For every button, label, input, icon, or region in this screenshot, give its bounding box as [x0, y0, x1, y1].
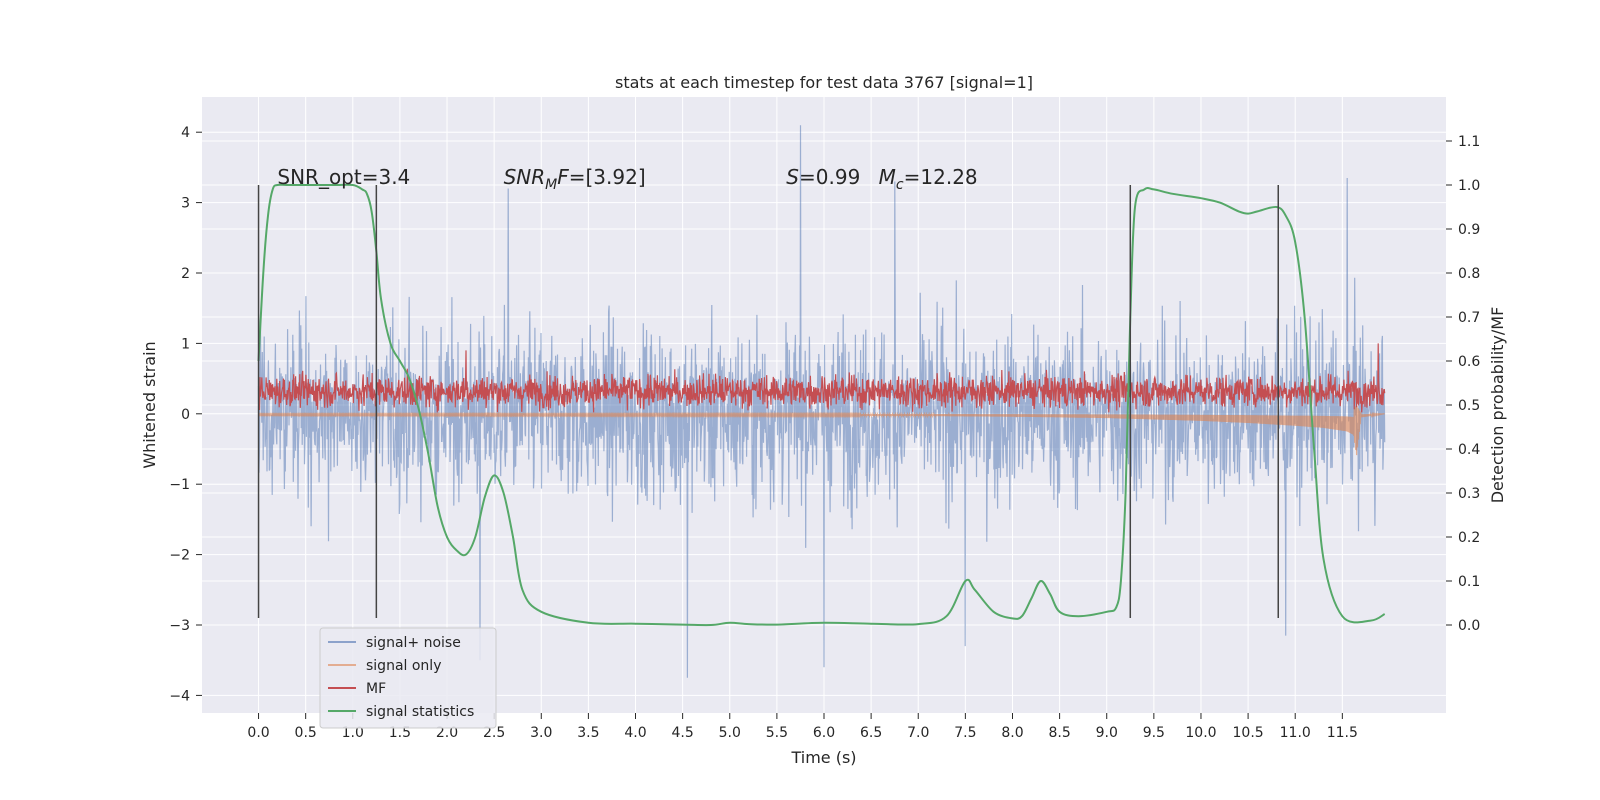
y2-tick-label: 0.5 [1458, 398, 1480, 414]
legend-box [319, 627, 497, 729]
x-tick-label: 3.5 [577, 725, 599, 741]
series-signal-only [257, 405, 1385, 456]
x-tick-label: 8.0 [1001, 725, 1023, 741]
annotation-snr-mf-part: F [557, 165, 569, 189]
y-tick-label: 3 [181, 196, 190, 212]
chart-title: stats at each timestep for test data 376… [615, 73, 1033, 92]
y-tick-label: 0 [181, 407, 190, 423]
x-tick-label: 10.5 [1233, 725, 1264, 741]
y2-tick-label: 0.3 [1458, 486, 1480, 502]
y-axis-right: 1.1 1.0 0.9 0.8 0.7 0.6 0.5 0.4 0.3 0.2 0.1 0.0 [1446, 134, 1480, 634]
y-tick-label: −4 [169, 688, 190, 704]
x-tick-label: 5.5 [766, 725, 788, 741]
x-tick-label: 1.5 [389, 725, 411, 741]
x-tick-label: 4.5 [672, 725, 694, 741]
annotations: SNR_opt=3.4 SNRMF=[3.92] S=0.99 Mc=12.28 [277, 165, 977, 193]
x-tick-label: 1.0 [342, 725, 364, 741]
x-axis: 0.0 0.5 1.0 1.5 2.0 2.5 3.0 3.5 4.0 4.5 5.0 5.5 6.0 6… [247, 713, 1358, 741]
legend-label-1: signal only [366, 658, 441, 674]
x-tick-label: 8.5 [1048, 725, 1070, 741]
annotation-snr-mf: SNRMF=[3.92] [504, 165, 646, 193]
annotation-snr-mf-part: SNR [504, 165, 546, 189]
y2-tick-label: 0.8 [1458, 266, 1480, 282]
annotation-snr-mf-part: =[3.92] [569, 165, 646, 189]
x-tick-label: 2.5 [483, 725, 505, 741]
x-tick-label: 0.0 [247, 725, 269, 741]
y2-tick-label: 0.9 [1458, 222, 1480, 238]
y-tick-label: 1 [181, 336, 190, 352]
series-layer [257, 125, 1386, 678]
annotation-snr-mf-part: M [545, 177, 557, 193]
y-tick-label: −3 [169, 618, 190, 634]
y2-axis-label: Detection probability/MF [1488, 307, 1507, 504]
x-tick-label: 7.5 [954, 725, 976, 741]
y2-tick-label: 0.4 [1458, 442, 1480, 458]
x-tick-label: 0.5 [295, 725, 317, 741]
x-tick-label: 11.0 [1280, 725, 1311, 741]
legend-label-3: signal statistics [366, 704, 474, 720]
vertical-markers [257, 185, 1279, 618]
annotation-s-mc-part: =12.28 [904, 165, 978, 189]
x-tick-label: 11.5 [1327, 725, 1358, 741]
y2-tick-label: 0.2 [1458, 530, 1480, 546]
y-tick-label: −2 [169, 548, 190, 564]
x-tick-label: 10.0 [1185, 725, 1216, 741]
y-tick-label: 4 [181, 125, 190, 141]
y2-tick-label: 1.0 [1458, 178, 1480, 194]
y2-tick-label: 1.1 [1458, 134, 1480, 150]
x-axis-label: Time (s) [790, 748, 856, 767]
annotation-s-mc-part: =0.99 [799, 165, 860, 189]
x-tick-label: 3.0 [530, 725, 552, 741]
y-tick-label: 2 [181, 266, 190, 282]
annotation-s-mc-part: M [879, 165, 896, 189]
x-tick-label: 9.0 [1096, 725, 1118, 741]
x-tick-label: 2.0 [436, 725, 458, 741]
y2-tick-label: 0.7 [1458, 310, 1480, 326]
x-tick-label: 7.0 [907, 725, 929, 741]
series-signal-noise [257, 125, 1386, 678]
x-tick-label: 5.0 [719, 725, 741, 741]
x-tick-label: 6.0 [813, 725, 835, 741]
y2-tick-label: 0.6 [1458, 354, 1480, 370]
legend-label-0: signal+ noise [366, 635, 461, 651]
y-tick-label: −1 [169, 477, 190, 493]
legend-label-2: MF [366, 681, 386, 697]
x-tick-label: 6.5 [860, 725, 882, 741]
y2-tick-label: 0.0 [1458, 618, 1480, 634]
annotation-s-mc-part: S [786, 165, 799, 189]
series-mf [257, 343, 1386, 413]
annotation-s-mc-part: c [896, 177, 904, 193]
y-axis-label: Whitened strain [140, 341, 159, 468]
series-signal-statistics [257, 183, 1386, 627]
y2-tick-label: 0.1 [1458, 574, 1480, 590]
annotation-snr-opt: SNR_opt=3.4 [277, 165, 410, 189]
y-axis-left: 4 3 2 1 0 −1 −2 −3 −4 [169, 125, 202, 704]
x-tick-label: 9.5 [1143, 725, 1165, 741]
legend: signal+ noise signal only MF signal statist… [319, 627, 497, 729]
x-tick-label: 4.0 [624, 725, 646, 741]
annotation-s-mc: S=0.99 Mc=12.28 [786, 165, 977, 193]
